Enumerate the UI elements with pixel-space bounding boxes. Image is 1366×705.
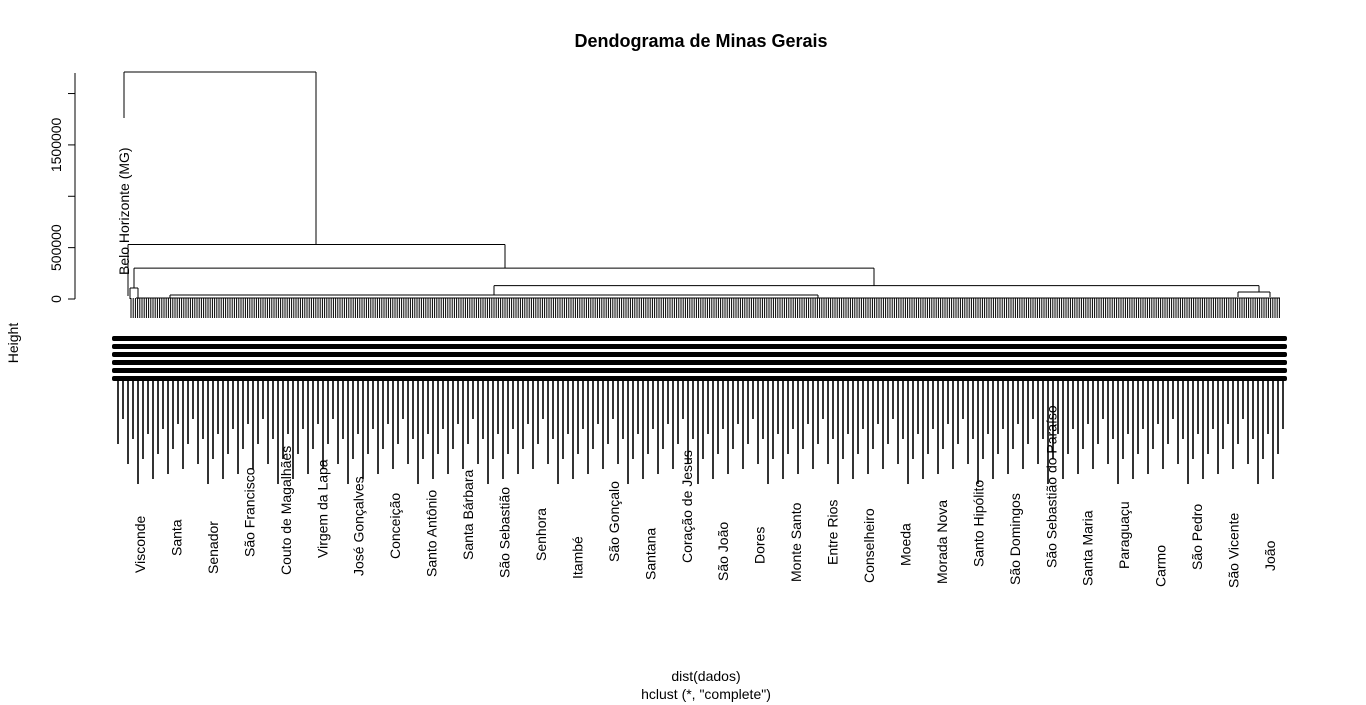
leaf-label: São Domingos (1007, 493, 1023, 585)
dendrogram-tree (123, 71, 1280, 318)
x-axis-subtitle: hclust (*, "complete") (641, 686, 771, 702)
leaf-label: Monte Santo (788, 502, 804, 582)
leaf-label: Paraguaçu (1116, 501, 1132, 569)
leaf-label: Santo Hipólito (970, 480, 986, 567)
leaf-label: Senhora (533, 508, 549, 561)
leaf-label: Conselheiro (861, 508, 877, 583)
leaf-label: São João (715, 522, 731, 581)
leaf-label-band (112, 352, 1287, 357)
x-axis-label: dist(dados) (671, 668, 740, 684)
leaf-label: Couto de Magalhães (278, 446, 294, 575)
leaf-label: Moeda (898, 523, 914, 566)
leaf-label-band (112, 360, 1287, 365)
leaf-label: Santa Bárbara (460, 470, 476, 560)
leaf-label: Dores (752, 527, 768, 564)
leaf-label: Conceição (387, 493, 403, 559)
leaf-label: Morada Nova (934, 500, 950, 584)
leaf-label: Coração de Jesus (679, 450, 695, 563)
chart-title: Dendograma de Minas Gerais (574, 31, 827, 51)
y-axis-ticks: 0 500000 1500000 (48, 93, 75, 303)
leaf-label: Santo Antônio (424, 490, 440, 577)
leaf-label: Virgem da Lapa (314, 459, 330, 558)
leaf-label-mass (112, 336, 1287, 484)
leaf-label: Visconde (132, 515, 148, 573)
leaf-label: João (1262, 540, 1278, 571)
leaf-label: Entre Rios (825, 500, 841, 565)
y-tick-label: 0 (48, 295, 64, 303)
leaf-label: São Sebastião (497, 487, 513, 578)
leaf-label: José Gonçalves (351, 476, 367, 576)
y-tick-label: 500000 (48, 224, 64, 271)
leaf-label: Senador (205, 521, 221, 574)
leaf-label: Santana (642, 528, 658, 580)
leaf-label-band (112, 368, 1287, 373)
y-axis-label: Height (5, 323, 21, 364)
leaf-label: Santa Maria (1080, 510, 1096, 586)
leaf-labels: Belo Horizonte (MG) Visconde Santa Senador S… (116, 147, 1278, 588)
leaf-label: São Vicente (1226, 513, 1242, 588)
leaf-label: São Gonçalo (606, 481, 622, 562)
leaf-label: Santa (169, 519, 185, 556)
leaf-label: São Pedro (1189, 504, 1205, 570)
leaf-label: São Francisco (241, 467, 257, 557)
leaf-label-band (112, 336, 1287, 341)
leaf-label: Carmo (1153, 545, 1169, 587)
leaf-label-band (112, 344, 1287, 349)
leaf-label: São Sebastião do Paraíso (1043, 405, 1059, 568)
y-tick-label: 1500000 (48, 117, 64, 172)
leaf-label-highlighted: Belo Horizonte (MG) (116, 147, 132, 275)
leaf-label: Itambé (569, 536, 585, 579)
